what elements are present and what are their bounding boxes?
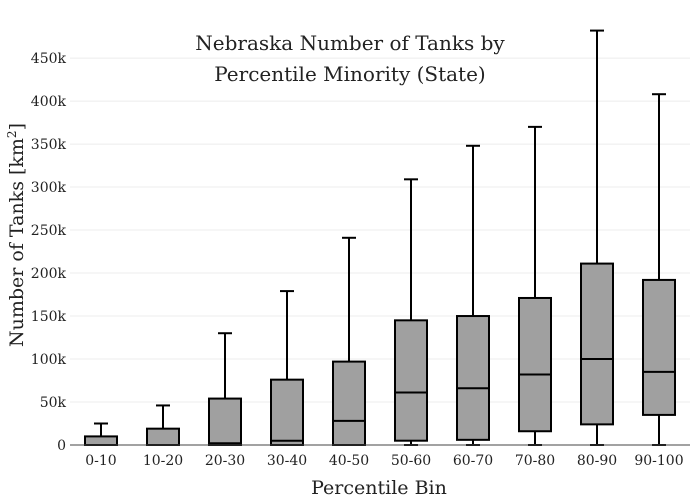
iqr-box bbox=[518, 296, 552, 433]
y-tick-label: 100k bbox=[31, 352, 67, 368]
x-tick-label: 30-40 bbox=[267, 453, 307, 469]
box-70-80 bbox=[518, 125, 552, 446]
x-tick-label: 80-90 bbox=[577, 453, 617, 469]
y-tick-label: 0 bbox=[57, 438, 66, 454]
y-tick-label: 50k bbox=[40, 395, 67, 411]
box-20-30 bbox=[208, 332, 242, 447]
x-tick-label: 10-20 bbox=[143, 453, 183, 469]
box-30-40 bbox=[270, 290, 304, 446]
x-tick-label: 40-50 bbox=[329, 453, 369, 469]
gridlines bbox=[70, 57, 690, 403]
box-10-20 bbox=[146, 404, 180, 446]
x-tick-label: 50-60 bbox=[391, 453, 431, 469]
y-tick-label: 200k bbox=[31, 266, 67, 282]
chart-title-line-1: Nebraska Number of Tanks by bbox=[195, 31, 505, 55]
iqr-box bbox=[208, 397, 242, 447]
y-tick-label: 450k bbox=[31, 51, 67, 67]
y-tick-label: 400k bbox=[31, 94, 67, 110]
x-axis-ticks: 0-10 10-20 20-30 30-40 40-50 50-60 60-70 70-80 8… bbox=[85, 453, 683, 469]
box-0-10 bbox=[84, 422, 118, 447]
x-tick-label: 20-30 bbox=[205, 453, 245, 469]
box-50-60 bbox=[394, 178, 428, 446]
y-axis-title-superscript: 2 bbox=[5, 130, 19, 138]
y-axis-title-end: ] bbox=[6, 123, 28, 130]
y-tick-label: 250k bbox=[31, 223, 67, 239]
box-60-70 bbox=[456, 144, 490, 446]
y-axis-title: Number of Tanks [km2] bbox=[5, 123, 28, 347]
box-series bbox=[84, 29, 676, 447]
x-tick-label: 0-10 bbox=[85, 453, 116, 469]
box-40-50 bbox=[332, 236, 366, 447]
iqr-box bbox=[146, 427, 180, 446]
y-axis-ticks: 0 50k 100k 150k 200k 250k 300k 350k 400k 450k bbox=[31, 51, 67, 454]
y-tick-label: 150k bbox=[31, 309, 67, 325]
x-tick-label: 60-70 bbox=[453, 453, 493, 469]
x-tick-label: 70-80 bbox=[515, 453, 555, 469]
iqr-box bbox=[642, 278, 676, 416]
x-axis-title: Percentile Bin bbox=[311, 477, 447, 499]
box-80-90 bbox=[580, 29, 614, 446]
iqr-box bbox=[84, 435, 118, 447]
y-axis-title-main: Number of Tanks [km bbox=[6, 138, 28, 347]
chart-title-line-2: Percentile Minority (State) bbox=[214, 62, 485, 86]
iqr-box bbox=[270, 378, 304, 446]
iqr-box bbox=[394, 319, 428, 442]
y-tick-label: 350k bbox=[31, 137, 67, 153]
y-tick-label: 300k bbox=[31, 180, 67, 196]
iqr-box bbox=[332, 360, 366, 447]
box-90-100 bbox=[642, 93, 676, 446]
iqr-box bbox=[456, 315, 490, 441]
x-tick-label: 90-100 bbox=[634, 453, 683, 469]
iqr-box bbox=[580, 262, 614, 426]
